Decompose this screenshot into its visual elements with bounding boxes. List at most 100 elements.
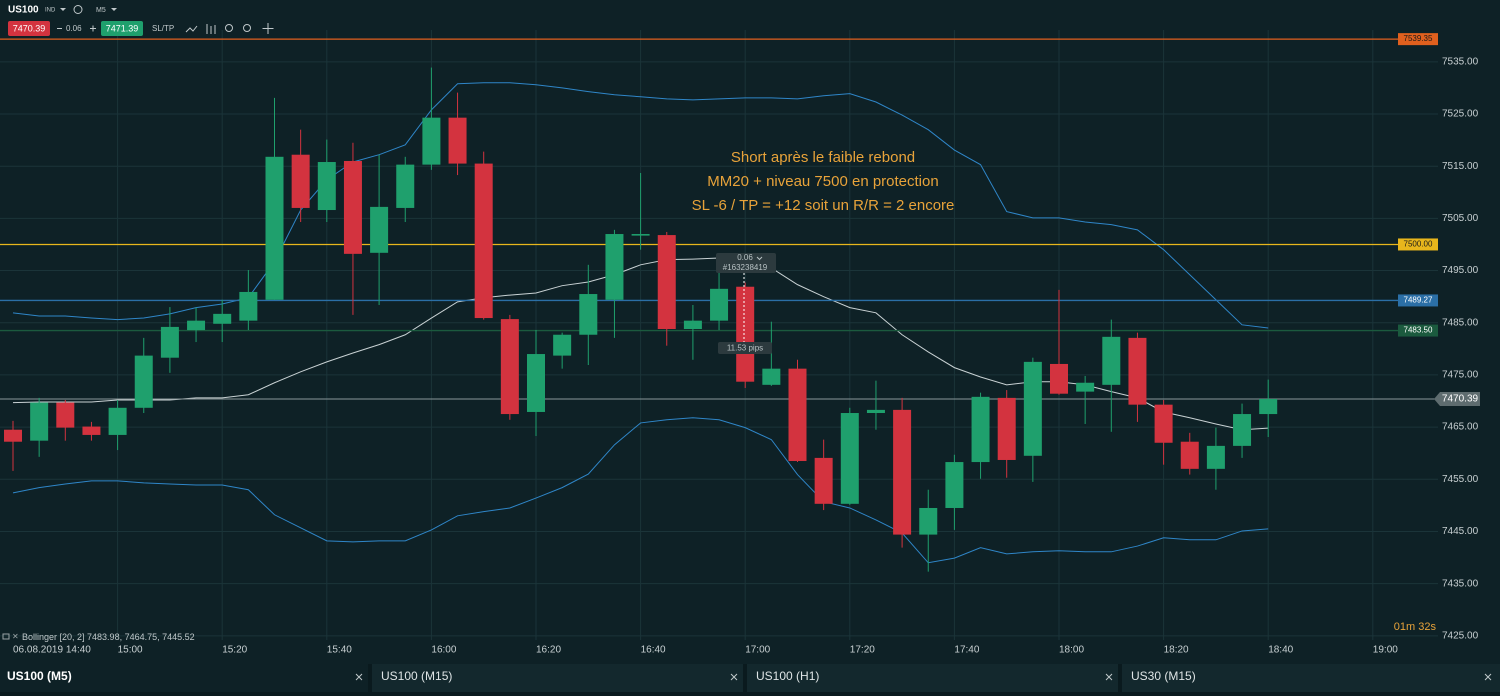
candle-body bbox=[160, 326, 179, 358]
pips-box bbox=[718, 342, 772, 354]
candle-body bbox=[840, 413, 859, 504]
trade-marker[interactable]: 0.06 #163238419 11.53 pips bbox=[716, 253, 776, 354]
tab-label[interactable]: US100 (H1) bbox=[756, 669, 819, 683]
bollinger-lower bbox=[12, 417, 1269, 564]
buy-button[interactable] bbox=[101, 21, 143, 36]
y-tick-label: 7505.00 bbox=[1442, 213, 1479, 224]
price-level-box bbox=[1398, 238, 1438, 251]
zoom-out-icon[interactable] bbox=[225, 24, 233, 32]
candle-body bbox=[971, 396, 990, 463]
tab-label[interactable]: US30 (M15) bbox=[1131, 669, 1196, 683]
close-tab[interactable] bbox=[1105, 673, 1113, 681]
candle-body bbox=[1154, 404, 1173, 443]
indicators-icon[interactable] bbox=[206, 24, 216, 34]
dropdown-icon[interactable] bbox=[60, 8, 66, 11]
candle-body bbox=[683, 320, 702, 329]
y-tick-label: 7475.00 bbox=[1442, 370, 1479, 381]
plot: 7539.35 7500.00 7489.27 7483.50 7470.39 bbox=[0, 33, 1480, 572]
price-level-label: 7539.35 bbox=[1404, 34, 1433, 43]
price-level-box bbox=[1398, 33, 1438, 46]
x-tick-label: 17:00 bbox=[745, 645, 770, 656]
x-tick-label: 16:20 bbox=[536, 645, 561, 656]
trade-pips: 11.53 pips bbox=[727, 344, 763, 353]
candle-body bbox=[448, 117, 467, 164]
candle-body bbox=[1050, 363, 1068, 394]
candle-body bbox=[814, 457, 833, 504]
x-tick-label: 16:40 bbox=[641, 645, 666, 656]
x-tick-label: 18:40 bbox=[1268, 645, 1293, 656]
tab[interactable] bbox=[747, 664, 1118, 692]
candle-body bbox=[474, 163, 493, 319]
candle-body bbox=[317, 162, 336, 211]
candle-body bbox=[631, 234, 650, 236]
indicator-close[interactable]: ✕ bbox=[12, 632, 19, 641]
candle-body bbox=[866, 409, 885, 414]
candle-body bbox=[108, 407, 127, 435]
x-tick-label: 18:00 bbox=[1059, 645, 1084, 656]
symbol[interactable]: US100 bbox=[8, 5, 39, 16]
candle-body bbox=[500, 319, 519, 415]
y-tick-label: 7535.00 bbox=[1442, 56, 1479, 67]
candle-body bbox=[527, 354, 545, 412]
annotation-line: Short après le faible rebond bbox=[731, 149, 915, 166]
candle-body bbox=[997, 397, 1016, 460]
candle-body bbox=[1180, 441, 1199, 469]
candle-body bbox=[605, 234, 624, 300]
dropdown-icon[interactable] bbox=[111, 8, 117, 11]
plus-button[interactable] bbox=[90, 25, 96, 32]
price-level-label: 7500.00 bbox=[1404, 240, 1433, 249]
sltp-button[interactable]: SL/TP bbox=[152, 24, 174, 33]
last-price-label: 7470.39 bbox=[1442, 394, 1479, 405]
zoom-in-icon[interactable] bbox=[243, 24, 251, 32]
candle-body bbox=[4, 429, 22, 442]
candle-body bbox=[736, 286, 755, 382]
candle-body bbox=[396, 164, 415, 208]
tab-bar: US100 (M5) US100 (M15) US100 (H1) US30 (… bbox=[0, 664, 1500, 696]
sell-button[interactable] bbox=[8, 21, 50, 36]
lot-size[interactable]: 0.06 bbox=[66, 24, 82, 33]
last-price-box bbox=[1434, 391, 1480, 406]
annotation-line: SL -6 / TP = +12 soit un R/R = 2 encore bbox=[692, 197, 955, 214]
x-tick-label: 15:00 bbox=[118, 645, 143, 656]
candle-body bbox=[788, 368, 807, 462]
tab[interactable] bbox=[1122, 664, 1500, 692]
close-tab[interactable] bbox=[1484, 673, 1492, 681]
tab[interactable] bbox=[372, 664, 743, 692]
x-tick-label: 16:00 bbox=[431, 645, 456, 656]
tab-label[interactable]: US100 (M5) bbox=[7, 669, 72, 683]
close-tab[interactable] bbox=[355, 673, 363, 681]
candle-body bbox=[1076, 382, 1095, 392]
tab-label[interactable]: US100 (M15) bbox=[381, 669, 452, 683]
candle-body bbox=[1259, 398, 1278, 415]
tab[interactable] bbox=[0, 664, 368, 692]
close-tab[interactable] bbox=[730, 673, 738, 681]
buy-price[interactable]: 7471.39 bbox=[106, 23, 139, 33]
y-tick-label: 7445.00 bbox=[1442, 526, 1479, 537]
x-tick-label: 17:40 bbox=[954, 645, 979, 656]
chart-type-icon[interactable] bbox=[185, 25, 198, 33]
trade-lot: 0.06 bbox=[737, 253, 753, 262]
candle-body bbox=[762, 368, 781, 385]
candle-body bbox=[213, 313, 232, 324]
y-tick-label: 7495.00 bbox=[1442, 265, 1479, 276]
annotation-line: MM20 + niveau 7500 en protection bbox=[707, 173, 938, 190]
candle-body bbox=[370, 206, 389, 253]
candle-body bbox=[265, 156, 284, 300]
candle-body bbox=[239, 291, 258, 321]
sell-price[interactable]: 7470.39 bbox=[13, 23, 46, 33]
price-level-box bbox=[1398, 294, 1438, 307]
candle-body bbox=[893, 409, 912, 535]
candle-body bbox=[579, 294, 598, 335]
candle-body bbox=[553, 334, 572, 356]
candle-body bbox=[1023, 361, 1042, 456]
info-icon[interactable] bbox=[73, 5, 83, 14]
timeframe[interactable]: M5 bbox=[96, 7, 106, 14]
crosshair-icon[interactable] bbox=[262, 23, 274, 34]
x-tick-label: 06.08.2019 14:40 bbox=[13, 645, 91, 656]
y-tick-label: 7465.00 bbox=[1442, 422, 1479, 433]
candle-body bbox=[187, 320, 206, 331]
y-tick-label: 7485.00 bbox=[1442, 317, 1479, 328]
grid: 7425.00 7435.00 7445.00 7455.00 7465.00 7475.… bbox=[0, 30, 1479, 656]
caret-icon bbox=[756, 256, 763, 261]
indicator-icon[interactable] bbox=[2, 633, 10, 640]
